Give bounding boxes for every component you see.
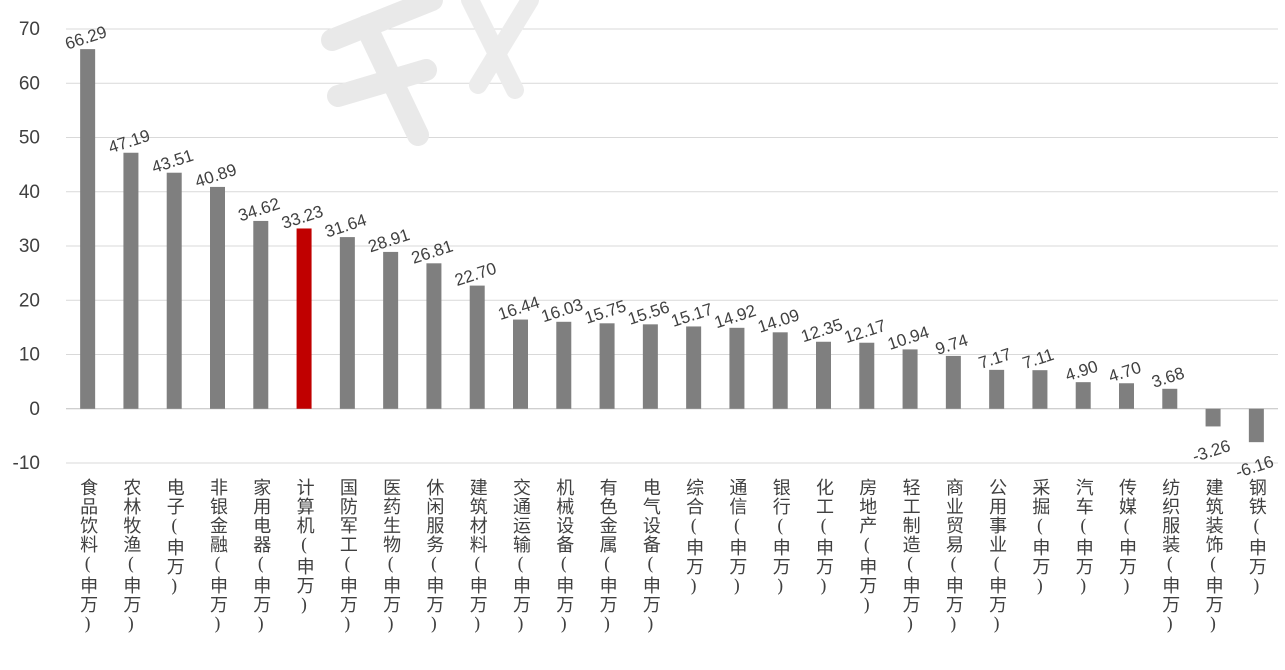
data-label: -3.26 bbox=[1190, 436, 1233, 466]
bar bbox=[339, 237, 355, 409]
bar bbox=[772, 332, 788, 409]
data-label: 22.70 bbox=[452, 259, 498, 290]
bar bbox=[383, 251, 399, 409]
y-axis-ticks: 70 60 50 40 30 20 10 0 -10 bbox=[13, 19, 40, 474]
bar bbox=[1248, 408, 1264, 443]
category-label: 电气设备(申万) bbox=[640, 478, 661, 636]
category-label: 银行(申万) bbox=[770, 478, 791, 598]
category-label: 轻工制造(申万) bbox=[900, 478, 921, 636]
category-label: 房地产(申万) bbox=[856, 478, 877, 617]
y-tick-label: 30 bbox=[19, 236, 40, 257]
bar bbox=[989, 369, 1005, 409]
category-label: 综合(申万) bbox=[683, 478, 704, 598]
category-label: 建筑材料(申万) bbox=[467, 478, 488, 636]
category-label: 国防军工(申万) bbox=[337, 478, 358, 636]
bar bbox=[1205, 408, 1221, 427]
category-label: 农林牧渔(申万) bbox=[120, 478, 141, 636]
category-label: 食品饮料(申万) bbox=[77, 478, 98, 636]
category-label: 纺织服装(申万) bbox=[1159, 478, 1180, 636]
y-tick-label: 70 bbox=[19, 19, 40, 40]
data-label: 14.09 bbox=[755, 305, 801, 336]
data-label: 66.29 bbox=[63, 22, 109, 53]
y-tick-label: 20 bbox=[19, 290, 40, 311]
bar bbox=[729, 327, 745, 409]
data-label: 15.17 bbox=[669, 300, 715, 331]
bar bbox=[859, 342, 875, 409]
bar bbox=[1075, 382, 1091, 409]
y-tick-label: 60 bbox=[19, 73, 40, 94]
data-label: 16.03 bbox=[539, 295, 585, 326]
category-label: 电子(申万) bbox=[164, 478, 185, 598]
bar bbox=[253, 220, 269, 409]
bar bbox=[902, 349, 918, 409]
category-label: 家用电器(申万) bbox=[250, 478, 271, 636]
category-label: 非银金融(申万) bbox=[207, 478, 228, 636]
bar bbox=[642, 324, 658, 409]
data-label: 4.70 bbox=[1106, 358, 1143, 386]
category-label: 休闲服务(申万) bbox=[423, 478, 444, 636]
data-label: 34.62 bbox=[236, 194, 282, 225]
bar bbox=[166, 172, 182, 409]
category-label: 公用事业(申万) bbox=[986, 478, 1007, 636]
data-label: 16.44 bbox=[496, 293, 542, 324]
bar bbox=[469, 285, 485, 409]
data-label: 15.56 bbox=[625, 297, 671, 328]
data-label: 15.75 bbox=[582, 296, 628, 327]
category-label: 采掘(申万) bbox=[1029, 478, 1050, 598]
bar bbox=[210, 186, 225, 409]
category-label: 化工(申万) bbox=[813, 478, 834, 598]
category-label: 商业贸易(申万) bbox=[943, 478, 964, 636]
bar bbox=[1162, 388, 1178, 409]
category-label: 钢铁(申万) bbox=[1246, 478, 1267, 598]
y-tick-label: 50 bbox=[19, 128, 40, 149]
data-label: 4.90 bbox=[1063, 357, 1100, 385]
data-label: 31.64 bbox=[322, 210, 368, 241]
data-label: 12.35 bbox=[799, 315, 845, 346]
category-label: 医药生物(申万) bbox=[380, 478, 401, 636]
data-label: 7.17 bbox=[976, 344, 1013, 372]
bar bbox=[123, 152, 139, 409]
y-tick-label: 10 bbox=[19, 345, 40, 366]
y-tick-label: -10 bbox=[13, 453, 40, 474]
bar bbox=[80, 49, 96, 409]
bar bbox=[296, 228, 312, 409]
data-label: 10.94 bbox=[885, 323, 931, 354]
category-label: 通信(申万) bbox=[726, 478, 747, 598]
bar bbox=[556, 321, 572, 409]
category-label: 交通运输(申万) bbox=[510, 478, 531, 636]
bar bbox=[816, 341, 831, 409]
bar bbox=[686, 326, 702, 409]
category-label: 建筑装饰(申万) bbox=[1203, 478, 1224, 636]
data-label: 43.51 bbox=[149, 146, 195, 177]
y-tick-label: 40 bbox=[19, 182, 40, 203]
data-label: 14.92 bbox=[712, 301, 758, 332]
bar bbox=[1119, 383, 1134, 409]
category-label: 计算机(申万) bbox=[294, 478, 315, 617]
bar bbox=[945, 355, 961, 409]
bar bbox=[1032, 370, 1048, 409]
category-labels: 食品饮料(申万) 农林牧渔(申万) 电子(申万) 非银金融(申万) 家用电器(申万) 计算… bbox=[77, 478, 1267, 636]
data-label: 12.17 bbox=[842, 316, 888, 347]
category-label: 传媒(申万) bbox=[1116, 478, 1137, 598]
data-label: 7.11 bbox=[1020, 345, 1056, 373]
data-labels: 66.29 47.1943.5140.8934.6233.2331.6428.91… bbox=[63, 22, 1276, 482]
watermark bbox=[321, 0, 539, 146]
category-label: 汽车(申万) bbox=[1073, 478, 1094, 598]
bar bbox=[599, 323, 615, 409]
y-tick-label: 0 bbox=[29, 399, 40, 420]
data-label: 47.19 bbox=[106, 126, 152, 157]
data-label: 3.68 bbox=[1149, 363, 1186, 391]
data-label: 40.89 bbox=[193, 160, 239, 191]
data-label: 28.91 bbox=[366, 225, 412, 256]
data-label: 26.81 bbox=[409, 236, 455, 267]
bars bbox=[80, 49, 1264, 443]
category-label: 有色金属(申万) bbox=[597, 478, 618, 636]
data-label: 33.23 bbox=[279, 202, 325, 233]
category-label: 机械设备(申万) bbox=[553, 478, 574, 636]
bar bbox=[513, 319, 528, 409]
bar bbox=[426, 263, 442, 409]
gridlines bbox=[66, 28, 1278, 464]
